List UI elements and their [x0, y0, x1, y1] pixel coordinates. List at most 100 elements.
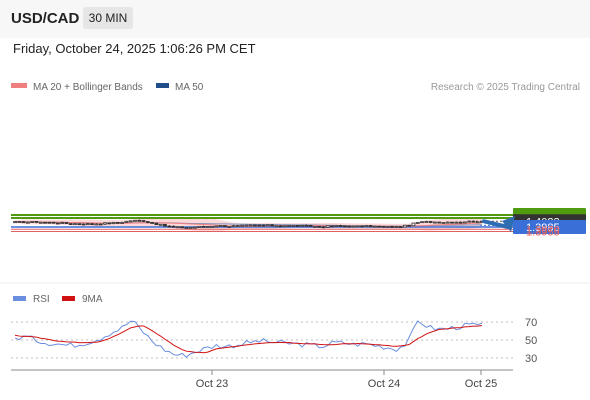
- candle-body: [321, 226, 326, 229]
- candle: [115, 221, 120, 224]
- candle-body: [308, 224, 313, 227]
- candle-body: [325, 225, 330, 228]
- candle-body: [274, 225, 279, 228]
- candle: [43, 221, 47, 224]
- candle-body: [471, 220, 476, 223]
- candle-body: [64, 222, 69, 224]
- candle-body: [55, 222, 60, 225]
- candle: [137, 219, 142, 222]
- candle-body: [270, 224, 274, 227]
- candle: [30, 221, 35, 223]
- candle: [471, 220, 476, 223]
- candle: [291, 224, 296, 227]
- ma50-legend-swatch: [156, 83, 169, 88]
- candle: [133, 219, 137, 222]
- candle-body: [300, 224, 304, 227]
- candle-body: [154, 222, 159, 226]
- candle-body: [77, 223, 82, 226]
- candle: [355, 225, 360, 228]
- candle: [321, 225, 326, 229]
- candle-body: [188, 226, 193, 229]
- candle-body: [111, 221, 116, 224]
- candle-body: [385, 226, 390, 228]
- candle-body: [17, 221, 22, 223]
- candle-body: [47, 221, 52, 224]
- candle: [450, 221, 454, 224]
- x-tick-label-0: Oct 23: [196, 378, 228, 390]
- candle-body: [223, 225, 227, 227]
- candle-body: [158, 223, 163, 226]
- candle-body: [73, 223, 77, 226]
- candle: [73, 223, 77, 226]
- pivot-tag: [513, 220, 586, 234]
- timeframe-button[interactable]: 30 MIN: [83, 7, 133, 29]
- candle: [308, 224, 313, 228]
- candle: [201, 225, 206, 228]
- candle-body: [201, 225, 206, 228]
- candle: [154, 222, 159, 226]
- candle: [458, 221, 463, 224]
- rsi-line: [14, 320, 483, 358]
- candle: [278, 225, 283, 228]
- candle: [390, 225, 394, 228]
- candle: [364, 225, 369, 228]
- candle-body: [390, 226, 394, 228]
- candle: [158, 223, 163, 226]
- candle: [330, 225, 334, 228]
- candle: [205, 226, 210, 228]
- candle-body: [85, 223, 90, 226]
- candle: [227, 226, 232, 228]
- candle: [398, 226, 403, 229]
- chart-header: USD/CAD 30 MIN: [0, 0, 590, 38]
- candle-body: [133, 219, 137, 222]
- candle: [270, 224, 274, 227]
- candle-body: [231, 225, 236, 228]
- candle: [47, 221, 52, 224]
- candle-body: [107, 222, 112, 225]
- candle-body: [377, 225, 382, 228]
- candle-body: [184, 227, 189, 230]
- candle: [265, 224, 270, 227]
- candle: [51, 221, 56, 224]
- candle: [244, 224, 249, 227]
- candle: [231, 224, 236, 228]
- candle-body: [342, 225, 347, 228]
- candle-body: [467, 220, 472, 223]
- credit-text: Research © 2025 Trading Central: [431, 82, 580, 93]
- candle-body: [372, 225, 377, 228]
- candle: [17, 221, 22, 223]
- candle-body: [248, 224, 253, 227]
- candle: [253, 224, 257, 227]
- candle-body: [475, 221, 480, 224]
- candle-body: [402, 224, 407, 228]
- candle: [394, 226, 399, 229]
- candle-body: [360, 225, 364, 228]
- candle-body: [355, 225, 360, 228]
- candle: [420, 221, 424, 224]
- candle: [313, 225, 317, 228]
- candle: [428, 221, 433, 224]
- candle: [295, 225, 300, 227]
- candle-body: [128, 220, 133, 223]
- candle-body: [141, 220, 146, 222]
- x-tick-label-2: Oct 25: [465, 378, 497, 390]
- candle: [163, 223, 167, 227]
- candle: [81, 223, 86, 226]
- candle-body: [424, 221, 429, 223]
- candle: [68, 223, 73, 225]
- candle: [38, 221, 43, 224]
- symbol-title: USD/CAD: [11, 10, 80, 27]
- candle: [171, 225, 176, 228]
- target-arrow-shaft: [482, 219, 510, 229]
- candle-body: [120, 222, 125, 224]
- rsi-ma-legend-label: 9MA: [82, 294, 103, 305]
- candle: [175, 226, 180, 229]
- support-label-4: 1.3970: [526, 224, 560, 236]
- candle: [180, 226, 184, 229]
- candle-body: [227, 226, 232, 228]
- candle: [432, 221, 437, 224]
- pivot-label: 1.3985: [526, 222, 560, 234]
- candle-body: [244, 224, 249, 227]
- candle-body: [347, 225, 352, 228]
- candle: [150, 221, 155, 224]
